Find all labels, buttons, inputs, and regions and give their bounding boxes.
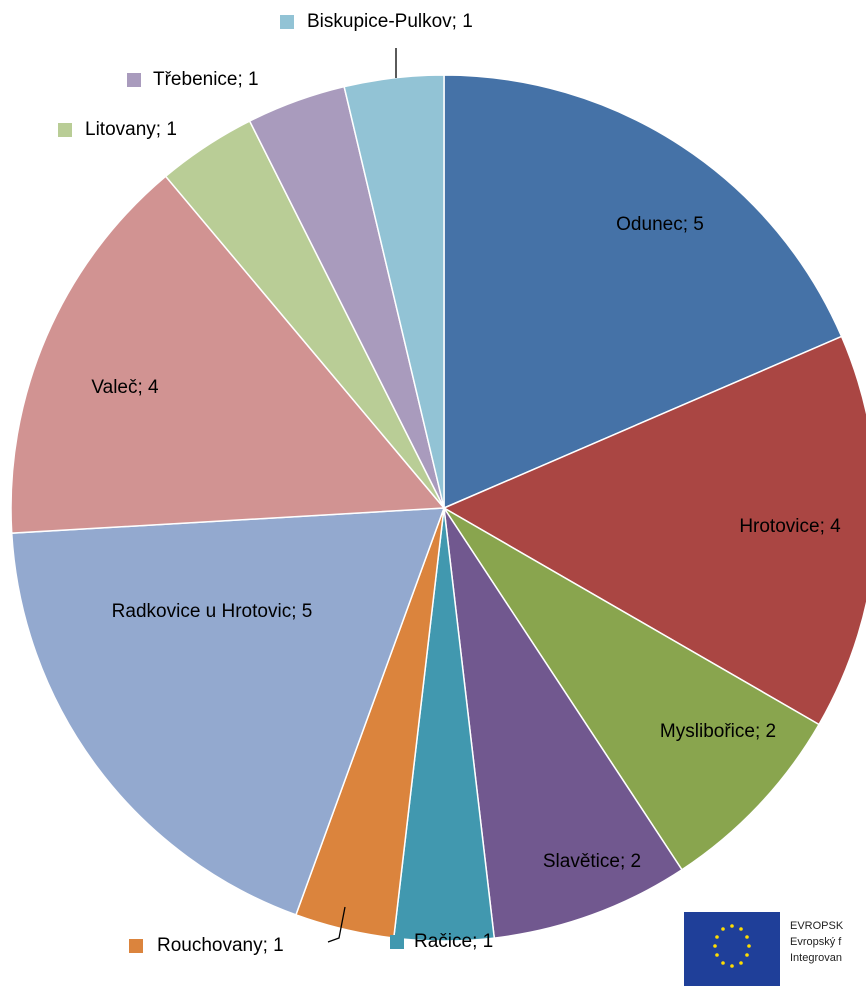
label-category: Myslibořice (660, 721, 755, 742)
label-category: Valeč (91, 377, 137, 398)
label-category: Biskupice-Pulkov (307, 11, 452, 32)
data-label: Biskupice-Pulkov; 1 (307, 11, 473, 32)
label-marker (58, 123, 72, 137)
data-label: Hrotovice; 4 (739, 516, 841, 537)
data-label: Odunec; 5 (616, 214, 704, 235)
label-category: Litovany (85, 119, 156, 140)
label-category: Radkovice u Hrotovic (112, 601, 292, 622)
label-marker (129, 939, 143, 953)
pie-slice (442, 335, 866, 726)
label-value: ; 2 (620, 851, 641, 872)
label-value: ; 5 (291, 601, 312, 622)
label-value: ; 1 (156, 119, 177, 140)
pie-slice (443, 507, 821, 871)
pie (10, 74, 866, 942)
data-label: Radkovice u Hrotovic; 5 (112, 601, 313, 622)
leader-line (327, 906, 346, 943)
eu-stars (713, 924, 751, 968)
label-value: ; 5 (683, 214, 704, 235)
data-label: Slavětice; 2 (543, 851, 641, 872)
label-value: ; 4 (138, 377, 160, 398)
label-value: ; 1 (472, 931, 493, 952)
pie-slice (10, 507, 446, 916)
label-value: ; 1 (452, 11, 473, 32)
data-label: Myslibořice; 2 (660, 721, 776, 742)
data-label: Třebenice; 1 (153, 69, 259, 90)
label-marker (390, 935, 404, 949)
label-category: Hrotovice (739, 516, 819, 537)
label-value: ; 1 (238, 69, 259, 90)
data-label: Valeč; 4 (91, 377, 159, 398)
label-category: Odunec (616, 214, 683, 235)
label-value: ; 1 (263, 935, 284, 956)
pie-slice (443, 74, 843, 510)
pie-slice (10, 175, 446, 534)
label-marker (280, 15, 294, 29)
logo-text: Integrovan (790, 952, 842, 964)
label-value: ; 2 (755, 721, 776, 742)
label-category: Slavětice (543, 851, 620, 872)
eu-flag (684, 912, 780, 986)
label-category: Rouchovany (157, 935, 263, 956)
label-category: Račice (414, 931, 472, 952)
data-label: Litovany; 1 (85, 119, 177, 140)
logo-text: Evropský f (790, 936, 842, 948)
eu-logo: EVROPSK Evropský f Integrovan (684, 912, 844, 986)
label-category: Třebenice (153, 69, 238, 90)
data-label: Rouchovany; 1 (157, 935, 284, 956)
label-value: ; 4 (820, 516, 842, 537)
label-marker (127, 73, 141, 87)
data-label: Račice; 1 (414, 931, 493, 952)
logo-text: EVROPSK (790, 920, 844, 932)
pie-slice (343, 74, 445, 509)
pie-slice (443, 507, 683, 939)
